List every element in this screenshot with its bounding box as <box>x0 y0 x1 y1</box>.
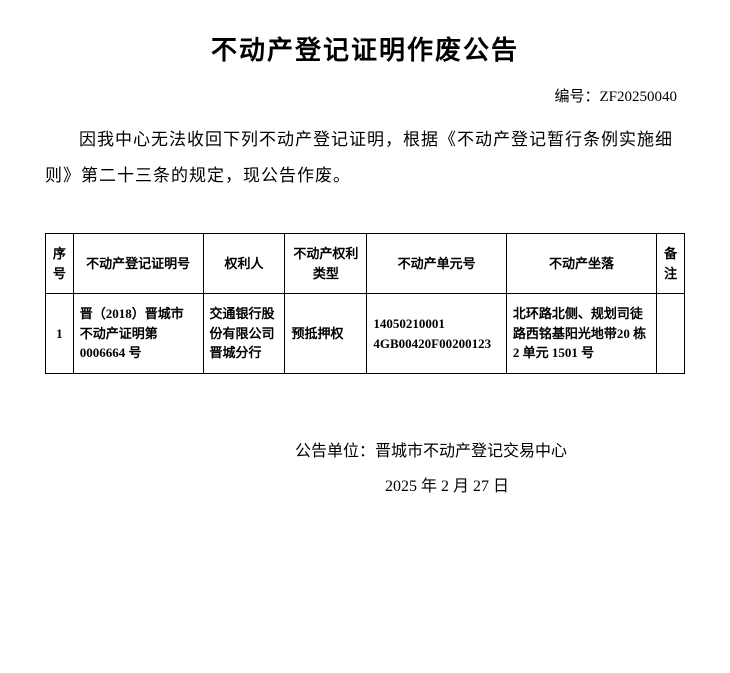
certificate-table: 序号 不动产登记证明号 权利人 不动产权利类型 不动产单元号 不动产坐落 备注 … <box>45 233 685 374</box>
cell-location: 北环路北侧、规划司徒路西铭基阳光地带20 栋 2 单元 1501 号 <box>506 294 656 374</box>
doc-no-label: 编号： <box>554 89 599 105</box>
body-paragraph: 因我中心无法收回下列不动产登记证明，根据《不动产登记暂行条例实施细则》第二十三条… <box>45 122 685 193</box>
cell-unit-no: 14050210001 4GB00420F00200123 <box>367 294 507 374</box>
col-header-type: 不动产权利类型 <box>285 234 367 294</box>
footer-unit: 公告单位：晋城市不动产登记交易中心 <box>295 434 685 469</box>
doc-no-value: ZF20250040 <box>599 89 677 105</box>
col-header-unit: 不动产单元号 <box>367 234 507 294</box>
cell-cert-no: 晋（2018）晋城市不动产证明第0006664 号 <box>73 294 203 374</box>
col-header-owner: 权利人 <box>203 234 285 294</box>
col-header-location: 不动产坐落 <box>506 234 656 294</box>
col-header-seq: 序号 <box>46 234 74 294</box>
col-header-note: 备注 <box>657 234 685 294</box>
cell-seq: 1 <box>46 294 74 374</box>
document-number: 编号：ZF20250040 <box>45 85 685 106</box>
page-title: 不动产登记证明作废公告 <box>45 30 685 67</box>
footer-unit-label: 公告单位： <box>295 443 375 460</box>
table-header-row: 序号 不动产登记证明号 权利人 不动产权利类型 不动产单元号 不动产坐落 备注 <box>46 234 685 294</box>
footer-date: 2025 年 2 月 27 日 <box>295 469 685 504</box>
footer-unit-value: 晋城市不动产登记交易中心 <box>375 443 567 460</box>
cell-note <box>657 294 685 374</box>
cell-right-type: 预抵押权 <box>285 294 367 374</box>
cell-owner: 交通银行股份有限公司晋城分行 <box>203 294 285 374</box>
col-header-cert: 不动产登记证明号 <box>73 234 203 294</box>
table-row: 1 晋（2018）晋城市不动产证明第0006664 号 交通银行股份有限公司晋城… <box>46 294 685 374</box>
footer: 公告单位：晋城市不动产登记交易中心 2025 年 2 月 27 日 <box>45 434 685 504</box>
